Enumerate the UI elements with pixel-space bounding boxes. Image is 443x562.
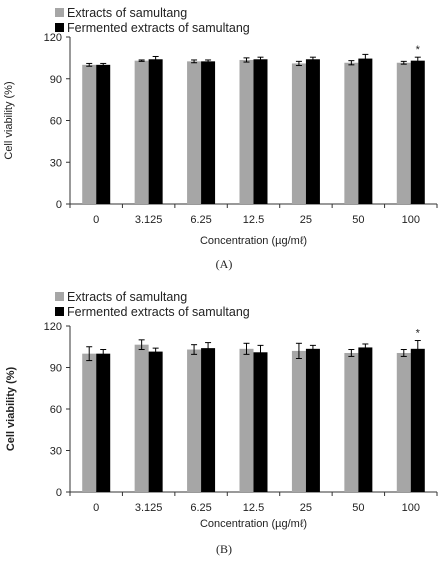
error-bar: [191, 59, 198, 64]
x-tick-label: 3.125: [135, 502, 163, 514]
error-bar: [295, 60, 302, 67]
bar-fermented: [148, 351, 163, 492]
chart-panel-a: 0 30 60 90 120 0 3.125 6.25 12.5 25 50 100 * Extracts…: [3, 6, 438, 271]
bar-fermented: [96, 353, 111, 492]
error-bar: [152, 347, 159, 356]
y-tick-label: 120: [44, 32, 62, 44]
bar-fermented: [410, 60, 425, 205]
bar-fermented: [253, 352, 268, 492]
y-axis-title: Cell viability (%): [3, 81, 15, 159]
bar-extract: [239, 348, 254, 492]
bar-extract: [134, 60, 149, 205]
x-tick-label: 6.25: [190, 214, 211, 226]
y-axis-title: Cell viability (%): [5, 366, 17, 451]
legend-swatch: [55, 292, 64, 301]
bar-fermented: [201, 348, 216, 492]
chart-panel-b: 0 30 60 90 120 0 3.125 6.25 12.5 25 50 100 * Extracts…: [5, 290, 438, 556]
y-tick-label: 90: [50, 363, 62, 375]
x-tick-label: 100: [402, 502, 420, 514]
error-bar: [100, 349, 107, 359]
bar-fermented: [410, 348, 425, 492]
y-tick-label: 120: [44, 321, 62, 333]
bar-fermented: [201, 61, 216, 204]
error-bar: [400, 349, 407, 357]
bar-extract: [187, 61, 202, 204]
bar-fermented: [358, 58, 373, 205]
y-tick-label: 60: [50, 404, 62, 416]
error-bar: [205, 342, 212, 355]
y-tick-label: 0: [56, 487, 62, 499]
error-bar: [309, 344, 316, 353]
x-tick-label: 50: [352, 502, 364, 514]
error-bar: [348, 60, 355, 66]
y-tick-label: 90: [50, 74, 62, 86]
error-bar: [243, 57, 250, 63]
error-bar: [309, 56, 316, 62]
bar-extract: [396, 62, 411, 204]
bar-extract: [187, 349, 202, 492]
x-tick-label: 100: [402, 214, 420, 226]
x-tick-label: 6.25: [190, 502, 211, 514]
error-bar: [348, 349, 355, 357]
bar-extract: [134, 344, 149, 492]
y-tick-label: 30: [50, 446, 62, 458]
legend-swatch: [55, 307, 64, 316]
error-bar: [205, 59, 212, 64]
x-tick-label: 50: [352, 214, 364, 226]
error-bar: [86, 62, 93, 67]
error-bar: [138, 339, 145, 351]
bar-extract: [239, 59, 254, 205]
y-tick-label: 30: [50, 157, 62, 169]
x-axis-title: Concentration (µg/mℓ): [200, 518, 307, 530]
x-tick-label: 3.125: [135, 214, 163, 226]
error-bar: [414, 340, 421, 358]
x-tick-label: 12.5: [243, 214, 264, 226]
x-axis-title: Concentration (µg/mℓ): [200, 235, 307, 247]
panel-caption: (A): [216, 257, 233, 271]
bar-extract: [344, 62, 359, 204]
bar-fermented: [253, 59, 268, 205]
bar-extract: [82, 353, 97, 492]
legend-swatch: [55, 23, 64, 32]
bar-extract: [291, 350, 306, 492]
legend-label: Fermented extracts of samultang: [67, 21, 250, 35]
error-bar: [362, 343, 369, 352]
significance-marker: *: [416, 44, 421, 56]
legend-swatch: [55, 8, 64, 17]
bar-extract: [396, 352, 411, 492]
bar-extract: [82, 64, 97, 204]
panel-caption: (B): [216, 542, 232, 556]
bar-extract: [344, 352, 359, 492]
error-bar: [138, 59, 145, 62]
x-tick-label: 0: [93, 214, 99, 226]
bar-extract: [291, 63, 306, 204]
x-tick-label: 25: [300, 214, 312, 226]
legend-label: Fermented extracts of samultang: [67, 305, 250, 319]
error-bar: [191, 344, 198, 355]
y-tick-label: 0: [56, 199, 62, 211]
x-tick-label: 25: [300, 502, 312, 514]
bar-fermented: [305, 348, 320, 492]
significance-marker: *: [416, 328, 421, 340]
bar-fermented: [358, 347, 373, 492]
error-bar: [257, 344, 264, 360]
bar-fermented: [148, 59, 163, 205]
x-tick-label: 12.5: [243, 502, 264, 514]
error-bar: [152, 55, 159, 63]
bar-fermented: [96, 64, 111, 204]
error-bar: [257, 56, 264, 62]
error-bar: [86, 346, 93, 362]
x-tick-label: 0: [93, 502, 99, 514]
legend-label: Extracts of samultang: [67, 290, 187, 304]
y-tick-label: 60: [50, 116, 62, 128]
error-bar: [100, 62, 107, 67]
bar-fermented: [305, 59, 320, 205]
error-bar: [295, 342, 302, 360]
error-bar: [400, 60, 407, 65]
error-bar: [414, 56, 421, 65]
error-bar: [362, 53, 369, 64]
error-bar: [243, 342, 250, 355]
legend-label: Extracts of samultang: [67, 6, 187, 20]
